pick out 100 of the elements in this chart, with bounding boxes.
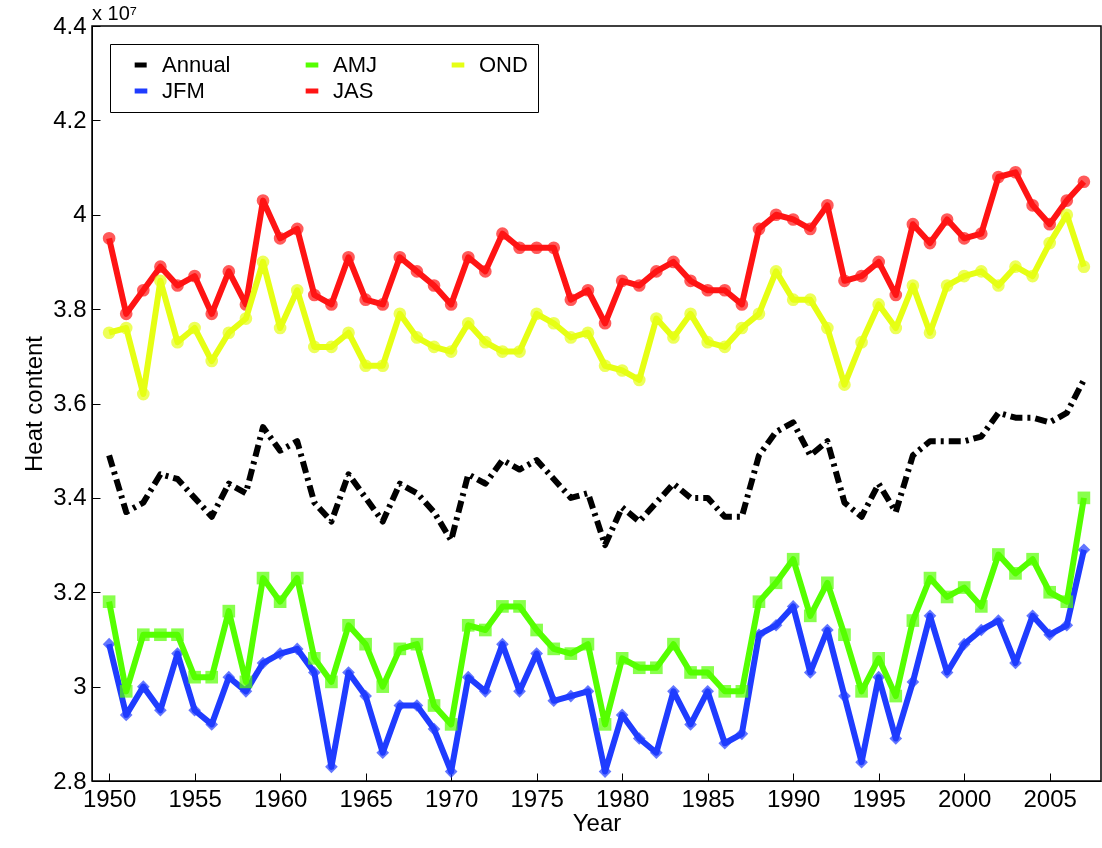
point: [479, 685, 492, 698]
point: [615, 274, 629, 288]
point: [359, 293, 372, 306]
point: [855, 685, 868, 698]
point: [1026, 552, 1039, 566]
point: [273, 595, 287, 609]
point: [444, 718, 458, 731]
point: [342, 326, 355, 340]
x-tick-label: 1995: [852, 784, 906, 812]
point: [444, 345, 458, 358]
point: [496, 600, 509, 613]
point: [256, 255, 270, 269]
point: [496, 227, 509, 240]
point: [290, 283, 304, 297]
point: [581, 637, 595, 651]
point: [308, 288, 321, 302]
y-tick-label: 4: [73, 200, 87, 228]
point: [188, 269, 201, 283]
point: [256, 656, 270, 670]
point: [667, 637, 680, 651]
point: [171, 335, 184, 349]
point: [632, 661, 646, 675]
point: [547, 316, 561, 330]
point: [940, 279, 954, 292]
point: [838, 274, 851, 288]
point: [992, 548, 1005, 561]
point: [564, 331, 578, 344]
x-tick-label: 1955: [168, 784, 222, 812]
point: [718, 736, 732, 750]
point: [461, 316, 475, 330]
point: [119, 685, 133, 698]
point: [188, 703, 201, 717]
point: [1060, 595, 1074, 609]
point: [992, 279, 1005, 292]
point: [1077, 260, 1091, 273]
point: [136, 387, 150, 401]
point: [1009, 260, 1022, 273]
point: [564, 689, 578, 703]
point: [786, 293, 800, 306]
point: [974, 623, 988, 637]
point: [1060, 194, 1074, 207]
point: [1026, 199, 1039, 212]
point: [496, 345, 509, 358]
point: [769, 265, 783, 278]
point: [632, 373, 646, 387]
point: [171, 628, 184, 642]
point: [530, 307, 543, 321]
point: [974, 227, 988, 240]
point: [735, 298, 749, 311]
x-tick-label: 1990: [766, 784, 821, 812]
point: [1009, 165, 1022, 179]
point: [136, 680, 150, 693]
point: [684, 274, 697, 288]
point: [752, 222, 766, 236]
point: [769, 208, 783, 222]
point: [906, 675, 920, 689]
point: [461, 250, 475, 264]
point: [632, 279, 646, 292]
point: [581, 283, 595, 297]
point: [376, 680, 390, 693]
point: [393, 250, 407, 264]
point: [171, 279, 184, 292]
point: [803, 293, 817, 306]
point: [222, 604, 236, 618]
point: [735, 727, 749, 741]
point: [427, 722, 441, 736]
point: [872, 255, 885, 269]
point: [752, 595, 766, 609]
point: [359, 637, 372, 651]
point: [461, 618, 475, 632]
y-axis-title: Heat content: [20, 335, 48, 473]
x-tick-label: 1985: [681, 784, 735, 812]
point: [154, 628, 167, 642]
point: [1060, 208, 1074, 222]
point: [308, 340, 321, 354]
point: [598, 718, 612, 731]
point: [889, 321, 903, 335]
point: [513, 241, 526, 255]
point: [102, 595, 116, 609]
point: [102, 232, 116, 245]
point: [650, 661, 663, 675]
point: [119, 321, 133, 335]
point: [1026, 609, 1039, 623]
point: [923, 571, 937, 585]
point: [376, 359, 390, 373]
point: [1043, 585, 1057, 599]
point: [821, 321, 834, 335]
point: [957, 581, 971, 594]
point: [650, 265, 663, 278]
point: [735, 685, 749, 698]
point: [769, 618, 783, 632]
point: [889, 689, 903, 703]
point: [957, 269, 971, 283]
point: [684, 666, 697, 679]
point: [564, 293, 578, 306]
point: [325, 298, 338, 311]
x-tick-label: 1965: [339, 784, 393, 812]
point: [547, 694, 561, 708]
point: [154, 260, 167, 273]
point: [205, 670, 219, 684]
